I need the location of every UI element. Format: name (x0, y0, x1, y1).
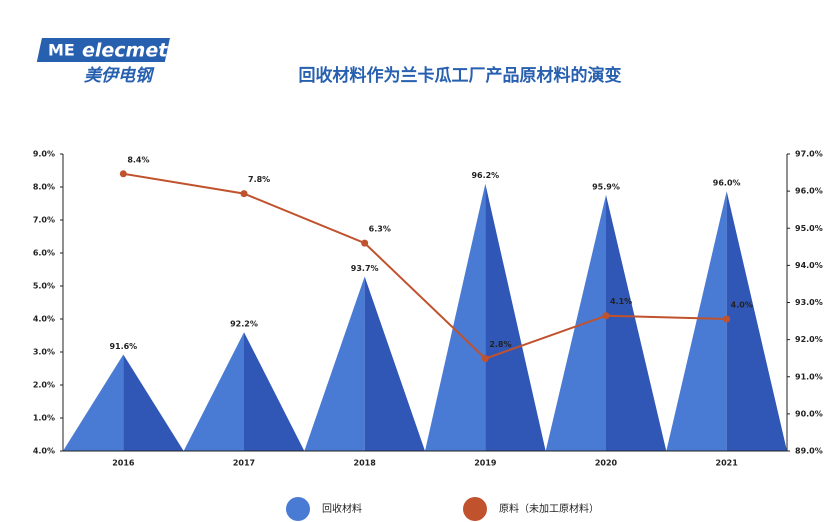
y-tick-label: 4.0% (33, 315, 55, 324)
value-label: 4.0% (731, 301, 753, 310)
y-tick-label: 5.0% (33, 282, 55, 291)
value-label: 91.6% (109, 342, 137, 351)
y-tick-label: 8.0% (33, 183, 55, 192)
y2-tick-label: 96.0% (795, 187, 823, 196)
logo-box (36, 38, 170, 62)
logo: elecmetal ME 美伊电钢 (36, 38, 187, 86)
triangle-right (364, 276, 425, 451)
y2-tick-label: 89.0% (795, 447, 823, 456)
value-label: 8.4% (127, 155, 149, 164)
value-label: 92.2% (230, 320, 258, 329)
value-label: 2.8% (489, 340, 511, 349)
legend-swatch (286, 497, 310, 521)
logo-brand: elecmetal (82, 40, 187, 62)
y2-tick-label: 94.0% (795, 261, 823, 270)
x-tick-label: 2019 (474, 459, 497, 468)
value-label: 93.7% (351, 264, 379, 273)
triangle-right (244, 332, 305, 451)
y-tick-label: 4.0% (33, 447, 55, 456)
triangle-left (304, 276, 365, 451)
legend-swatch (463, 497, 487, 521)
legend-label: 回收材料 (322, 502, 362, 515)
line-point (481, 355, 489, 363)
value-label: 96.2% (471, 171, 499, 180)
y-tick-label: 2.0% (33, 381, 55, 390)
x-tick-label: 2018 (354, 459, 377, 468)
x-tick-label: 2020 (595, 459, 618, 468)
line-point (602, 312, 610, 320)
triangle-right (606, 194, 667, 451)
y-tick-label: 6.0% (33, 249, 55, 258)
y-tick-label: 3.0% (33, 348, 55, 357)
logo-mark: ME (48, 41, 75, 60)
x-tick-label: 2021 (716, 459, 739, 468)
triangle-right (726, 191, 787, 451)
chart-title: 回收材料作为兰卡瓜工厂产品原材料的演变 (299, 65, 622, 86)
y2-tick-label: 92.0% (795, 335, 823, 344)
triangle-right (123, 354, 184, 451)
y2-tick-label: 97.0% (795, 150, 823, 159)
y-tick-label: 9.0% (33, 150, 55, 159)
y2-tick-label: 91.0% (795, 372, 823, 381)
y-tick-label: 7.0% (33, 216, 55, 225)
triangle-left (63, 354, 124, 451)
value-label: 7.8% (248, 175, 270, 184)
x-tick-label: 2017 (233, 459, 255, 468)
line-point (361, 239, 369, 247)
value-label: 6.3% (369, 225, 391, 234)
line (123, 172, 727, 360)
value-label: 4.1% (610, 297, 632, 306)
triangle-left (545, 194, 606, 451)
x-tick-label: 2016 (112, 459, 135, 468)
line-point (240, 190, 248, 198)
logo-name: 美伊电钢 (84, 66, 155, 86)
y2-tick-label: 93.0% (795, 298, 823, 307)
legend-label: 原料（未加工原材料） (499, 502, 599, 515)
value-label: 95.9% (592, 182, 620, 191)
y2-tick-label: 90.0% (795, 409, 823, 418)
line-point (119, 170, 127, 178)
triangle-right (485, 183, 546, 451)
triangle-left (425, 183, 486, 451)
triangle-left (183, 332, 244, 451)
value-label: 96.0% (713, 179, 741, 188)
triangle-left (666, 191, 727, 451)
line-point (723, 315, 731, 323)
y2-tick-label: 95.0% (795, 224, 823, 233)
y-tick-label: 1.0% (33, 414, 55, 423)
